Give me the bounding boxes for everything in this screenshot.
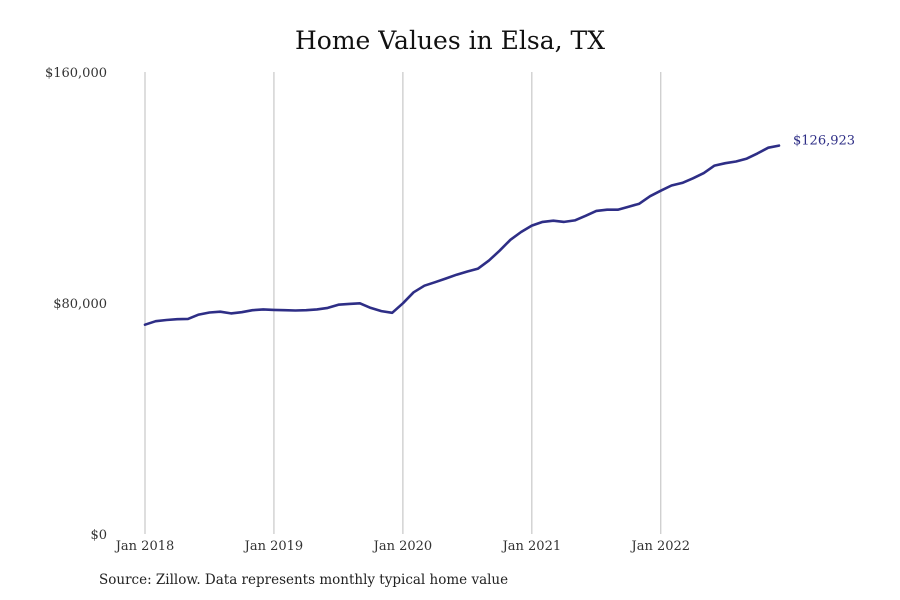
x-tick-label: Jan 2019	[243, 539, 304, 554]
chart-title: Home Values in Elsa, TX	[294, 26, 606, 55]
x-tick-label: Jan 2018	[114, 539, 175, 554]
y-axis-ticks: $0 $80,000 $160,000	[45, 66, 107, 543]
y-tick-label: $80,000	[53, 297, 107, 312]
y-tick-label: $160,000	[45, 66, 107, 81]
x-axis-ticks: Jan 2018 Jan 2019 Jan 2020 Jan 2021 Jan 2022	[114, 539, 690, 554]
end-value-label: $126,923	[793, 134, 855, 149]
x-tick-label: Jan 2020	[372, 539, 433, 554]
series-line	[143, 144, 781, 327]
series-layer: $126,923	[143, 134, 855, 327]
x-tick-label: Jan 2021	[501, 539, 562, 554]
source-note: Source: Zillow. Data represents monthly …	[99, 572, 509, 588]
x-tick-label: Jan 2022	[630, 539, 691, 554]
y-tick-label: $0	[90, 528, 107, 543]
